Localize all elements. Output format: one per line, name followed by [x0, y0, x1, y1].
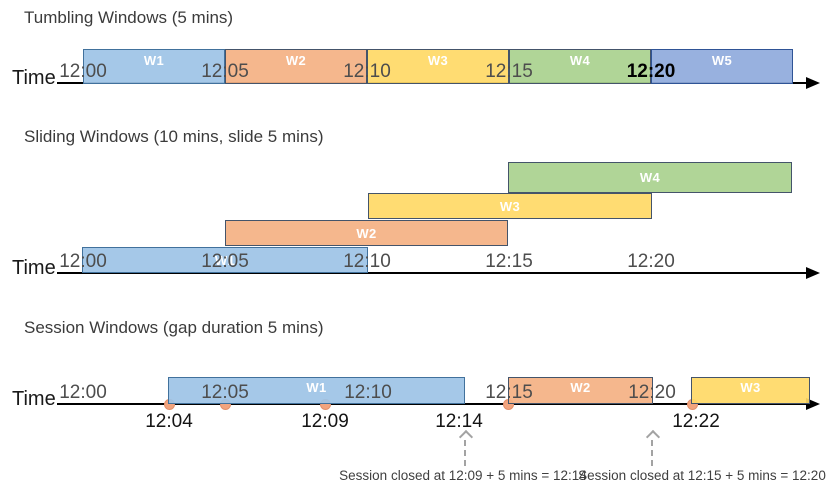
- session-event-time-1209: 12:09: [301, 411, 349, 432]
- sliding-window-label-w4: W4: [639, 170, 661, 185]
- tumbling-window-w5: W5: [651, 49, 793, 84]
- session-window-w1: W1: [168, 377, 465, 404]
- session-window-label-w2: W2: [570, 380, 591, 395]
- session-tick-1215: 12:15: [485, 382, 533, 403]
- tumbling-window-label-w1: W1: [143, 53, 165, 68]
- tumbling-time-axis-label: Time: [12, 67, 56, 89]
- tumbling-axis-arrow-icon: [806, 77, 820, 89]
- session-tick-1210: 12:10: [344, 382, 392, 403]
- session-tick-1205: 12:05: [201, 382, 249, 403]
- tumbling-window-w2: W2: [225, 49, 367, 84]
- sliding-tick-1200: 12:00: [59, 251, 107, 272]
- tumbling-tick-1215: 12:15: [485, 61, 533, 82]
- tumbling-window-label-w2: W2: [285, 53, 307, 68]
- sliding-window-w1: W1: [82, 247, 368, 273]
- sliding-window-label-w1: W1: [214, 252, 236, 268]
- sliding-window-w4: W4: [508, 162, 792, 193]
- session-tick-1200: 12:00: [59, 382, 107, 403]
- sliding-window-label-w2: W2: [356, 225, 377, 241]
- session-window-label-w1: W1: [306, 380, 327, 395]
- session-tick-1220: 12:20: [628, 382, 676, 403]
- tumbling-tick-1200: 12:00: [59, 61, 107, 82]
- sliding-tick-1220: 12:20: [627, 251, 675, 272]
- sliding-window-label-w3: W3: [499, 198, 521, 214]
- tumbling-section-title: Tumbling Windows (5 mins): [24, 8, 234, 27]
- tumbling-tick-1210: 12:10: [343, 61, 391, 82]
- session-event-time-1204: 12:04: [145, 411, 193, 432]
- session-annotation-dash-line: [651, 440, 653, 466]
- session-event-time-1222: 12:22: [672, 411, 720, 432]
- sliding-window-w3: W3: [368, 193, 652, 219]
- sliding-tick-1210: 12:10: [343, 251, 391, 272]
- tumbling-tick-1205: 12:05: [201, 61, 249, 82]
- sliding-axis-arrow-icon: [806, 267, 820, 279]
- session-section-title: Session Windows (gap duration 5 mins): [24, 318, 324, 337]
- session-annotation-arrow-icon: [645, 429, 661, 445]
- sliding-time-axis-label: Time: [12, 257, 56, 279]
- tumbling-window-w3: W3: [367, 49, 509, 84]
- session-annotation-text-1: Session closed at 12:15 + 5 mins = 12:20: [578, 468, 826, 483]
- sliding-section-title: Sliding Windows (10 mins, slide 5 mins): [24, 127, 324, 146]
- tumbling-tick-1220: 12:20: [626, 61, 676, 82]
- session-window-w2: W2: [508, 377, 653, 404]
- tumbling-window-label-w5: W5: [711, 53, 733, 68]
- sliding-time-axis: [57, 272, 808, 274]
- sliding-tick-1205: 12:05: [201, 251, 249, 272]
- tumbling-window-label-w3: W3: [427, 53, 449, 68]
- session-time-axis: [57, 403, 808, 405]
- session-time-axis-label: Time: [12, 388, 56, 410]
- session-annotation-text-0: Session closed at 12:09 + 5 mins = 12:14: [339, 468, 587, 483]
- tumbling-window-label-w4: W4: [569, 53, 591, 68]
- session-annotation-dash-line: [464, 440, 466, 466]
- session-event-time-1214: 12:14: [435, 411, 483, 432]
- sliding-window-w2: W2: [225, 220, 508, 246]
- tumbling-window-w1: W1: [83, 49, 225, 84]
- tumbling-window-w4: W4: [509, 49, 651, 84]
- session-window-w3: W3: [691, 377, 810, 404]
- session-window-label-w3: W3: [740, 380, 761, 395]
- sliding-tick-1215: 12:15: [485, 251, 533, 272]
